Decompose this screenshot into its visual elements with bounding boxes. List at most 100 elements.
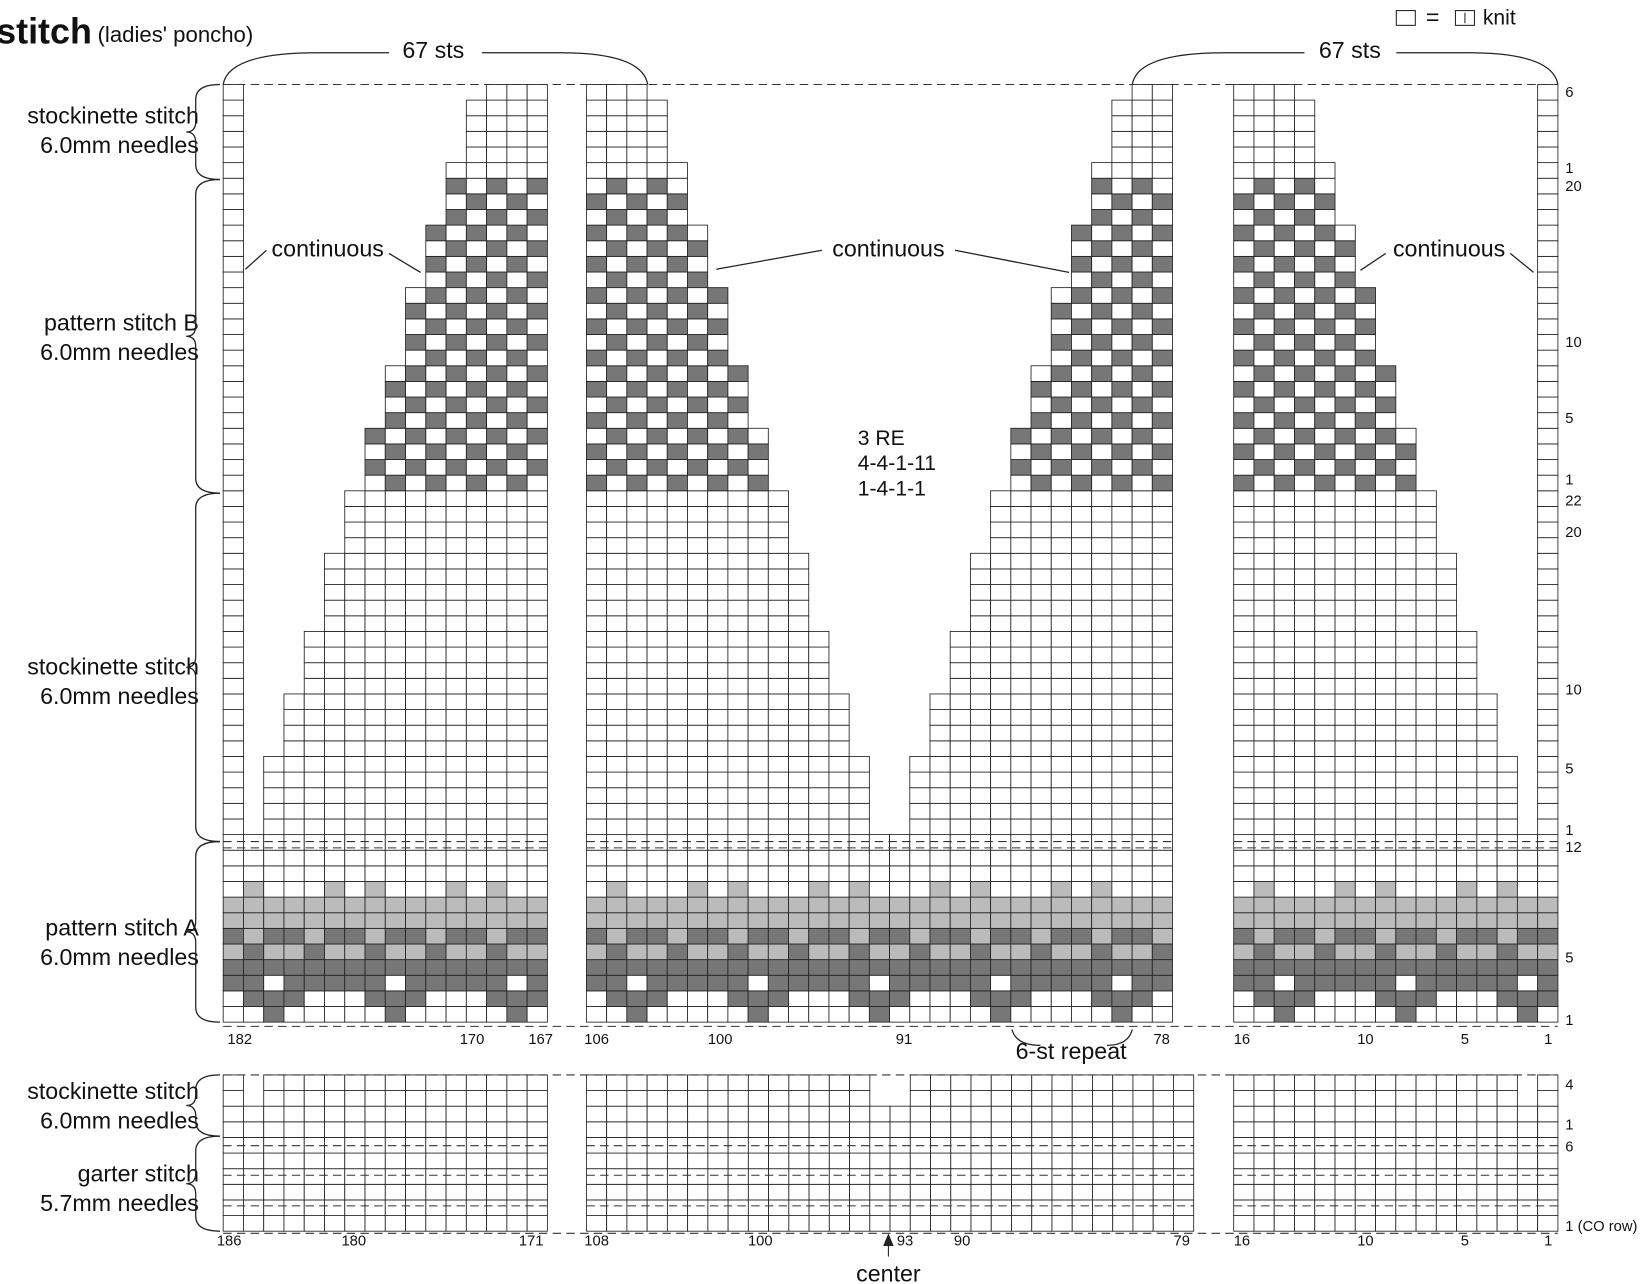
stitch-cell (1071, 802, 1093, 820)
stitch-cell (526, 677, 548, 695)
stitch-cell (1050, 896, 1072, 914)
stitch-cell (506, 959, 528, 976)
stitch-cell (1050, 881, 1072, 898)
stitch-cell (949, 943, 971, 961)
stitch-cell (606, 521, 628, 539)
stitch-cell (1314, 709, 1336, 726)
stitch-cell (445, 662, 467, 679)
stitch-cell (666, 568, 688, 585)
stitch-cell (1294, 209, 1316, 226)
stitch-cell (1010, 896, 1032, 914)
stitch-cell (1537, 1074, 1559, 1091)
stitch-cell (909, 818, 931, 836)
stitch-cell (1030, 427, 1052, 445)
stitch-cell (1050, 740, 1072, 757)
stitch-cell (344, 849, 366, 867)
stitch-cell (486, 1183, 508, 1201)
stitch-cell (445, 505, 467, 523)
stitch-cell (767, 693, 789, 711)
stitch-cell (344, 1074, 366, 1091)
stitch-cell (384, 505, 406, 523)
stitch-cell (1476, 1121, 1498, 1138)
stitch-cell (666, 771, 688, 789)
stitch-cell (1375, 380, 1397, 398)
stitch-cell (1435, 740, 1458, 757)
stitch-cell (626, 787, 648, 804)
stitch-cell (1334, 709, 1356, 726)
stitch-cell (1011, 1152, 1033, 1170)
stitch-cell (1051, 1215, 1073, 1232)
stitch-cell (364, 959, 386, 976)
stitch-cell (1435, 881, 1458, 898)
stitch-cell (1537, 865, 1559, 882)
stitch-cell (585, 1074, 608, 1091)
stitch-cell (1092, 1199, 1114, 1216)
stitch-cell (364, 427, 386, 445)
stitch-cell (687, 631, 709, 648)
stitch-cell (1314, 1090, 1336, 1107)
stitch-cell (585, 115, 608, 132)
stitch-cell (526, 849, 548, 867)
stitch-cell (687, 568, 709, 585)
stitch-cell (1314, 271, 1336, 289)
stitch-cell (1496, 927, 1518, 945)
stitch-cell (990, 1199, 1012, 1216)
stitch-cell (1334, 302, 1356, 320)
stitch-cell (303, 1006, 325, 1023)
stitch-cell (506, 802, 528, 820)
stitch-cell (1273, 146, 1295, 164)
stitch-cell (1294, 771, 1316, 789)
stitch-cell (1435, 677, 1458, 695)
center-note: 4-4-1-11 (858, 452, 936, 475)
stitch-cell (303, 646, 325, 664)
stitch-cell (384, 1121, 406, 1138)
stitch-cell (909, 756, 931, 773)
stitch-cell (1537, 818, 1559, 836)
stitch-cell (506, 1121, 528, 1138)
stitch-cell (1253, 537, 1275, 554)
stitch-cell (1496, 881, 1518, 898)
stitch-cell (1112, 1168, 1134, 1185)
stitch-cell (1314, 552, 1336, 570)
stitch-cell (747, 631, 769, 648)
stitch-cell (1091, 177, 1113, 195)
stitch-cell (707, 365, 729, 382)
stitch-cell (344, 615, 366, 632)
stitch-cell (626, 365, 648, 382)
stitch-cell (585, 365, 608, 382)
stitch-cell (465, 771, 488, 789)
stitch-cell (585, 912, 608, 929)
stitch-cell (606, 271, 628, 289)
stitch-cell (506, 646, 528, 664)
stitch-cell (1537, 990, 1559, 1007)
stitch-cell (1354, 927, 1376, 945)
stitch-cell (1010, 427, 1032, 445)
stitch-cell (1253, 334, 1275, 351)
stitch-cell (324, 662, 346, 679)
stitch-cell (1273, 334, 1295, 351)
stitch-cell (606, 818, 628, 836)
stitch-cell (425, 302, 447, 320)
stitch-cell (666, 224, 688, 242)
stitch-cell (707, 302, 729, 320)
stitch-cell (384, 599, 406, 617)
stitch-cell (687, 693, 709, 711)
stitch-cell (1233, 881, 1255, 898)
stitch-cell (646, 1168, 668, 1185)
stitch-cell (1476, 1168, 1498, 1185)
stitch-cell (666, 412, 688, 429)
stitch-cell (969, 990, 992, 1007)
section-name: stockinette stitch (27, 1078, 199, 1104)
stitch-cell (727, 584, 749, 601)
stitch-cell (767, 849, 789, 867)
stitch-cell (1233, 396, 1255, 414)
stitch-cell (465, 615, 488, 632)
stitch-cell (344, 521, 366, 539)
stitch-cell (1131, 255, 1153, 273)
stitch-cell (1091, 802, 1113, 820)
stitch-cell (1537, 1090, 1559, 1107)
stitch-cell (526, 490, 548, 507)
stitch-cell (344, 1105, 366, 1123)
stitch-cell (344, 756, 366, 773)
stitch-cell (1334, 490, 1356, 507)
